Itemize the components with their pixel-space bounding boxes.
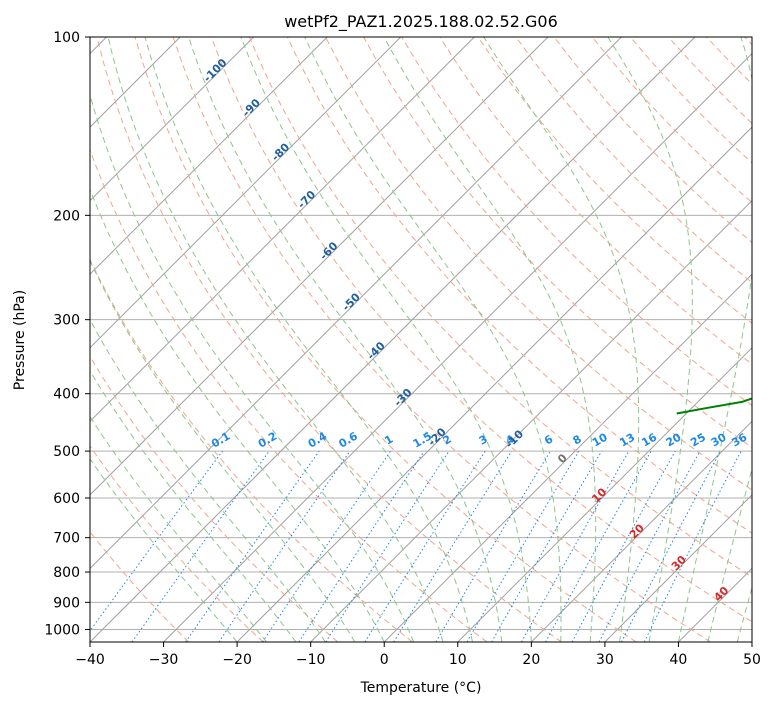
mixing-ratio-line — [185, 450, 320, 642]
dry-adiabat-line — [90, 445, 264, 642]
x-tick-label: 30 — [596, 652, 614, 668]
x-tick-label: −10 — [296, 652, 326, 668]
y-tick-label: 1000 — [44, 622, 80, 638]
isotherm-line — [530, 420, 752, 642]
dry-adiabat-line — [90, 258, 413, 642]
mixing-ratio-line — [521, 450, 630, 642]
isotherm-line — [457, 347, 752, 642]
moist-adiabat-line — [144, 37, 473, 642]
y-tick-label: 500 — [53, 444, 80, 460]
plot-area: 0.1 0.2 0.4 0.6 1 1.5 2 3 4 6 8 10 13 16 20 25 30 36-100-… — [90, 37, 752, 642]
moist-adiabat-line — [90, 458, 238, 642]
moist-adiabat-line — [383, 37, 597, 642]
moist-adiabat-line — [90, 318, 326, 642]
y-tick-label: 800 — [53, 565, 80, 581]
moist-adiabat-line — [107, 37, 444, 642]
dry-adiabat-line — [210, 37, 752, 623]
dry-adiabat-line — [248, 37, 752, 578]
mixing-ratio-lines — [90, 450, 742, 642]
y-tick-label: 900 — [53, 595, 80, 611]
x-tick-label: 0 — [380, 652, 389, 668]
moist-adiabat-line — [240, 37, 532, 642]
moist-adiabat-line — [304, 37, 562, 642]
isotherm-line — [90, 37, 475, 423]
moist-adiabat-line — [607, 37, 693, 642]
moist-adiabat-line — [707, 467, 752, 642]
y-tick-label: 600 — [53, 491, 80, 507]
isotherm-grid — [90, 37, 752, 642]
moist-adiabat-line — [90, 259, 356, 642]
moist-adiabat-line — [677, 37, 752, 642]
y-axis-label: Pressure (hPa) — [12, 290, 28, 390]
mixing-ratio-line — [393, 450, 513, 642]
dry-adiabat-line — [90, 355, 339, 642]
x-tick-label: −30 — [149, 652, 179, 668]
x-tick-label: 20 — [522, 652, 540, 668]
isobar-grid — [90, 37, 752, 630]
mixing-ratio-line — [218, 450, 351, 642]
dry-adiabat-line — [325, 37, 752, 491]
isotherm-line — [90, 37, 622, 570]
isotherm-line — [604, 494, 752, 642]
isotherm-line — [236, 126, 752, 642]
plot-frame — [89, 36, 753, 643]
mixing-ratio-line — [262, 450, 391, 642]
y-tick-label: 300 — [53, 313, 80, 329]
y-tick-label: 700 — [53, 531, 80, 547]
moist-adiabat-line — [90, 93, 415, 642]
dry-adiabat-line — [134, 37, 637, 642]
moist-adiabat-line — [483, 37, 640, 642]
x-tick-label: −40 — [75, 652, 105, 668]
dry-adiabat-line — [96, 37, 562, 642]
y-tick-label: 400 — [53, 387, 80, 403]
moist-adiabat-line — [90, 188, 385, 642]
mixing-ratio-line — [325, 450, 450, 642]
mixing-ratio-line — [90, 450, 223, 632]
mixing-ratio-line — [571, 450, 676, 642]
dry-adiabat-line — [172, 37, 712, 642]
moist-adiabat-line — [90, 415, 267, 642]
y-tick-label: 100 — [53, 30, 80, 46]
chart-title: wetPf2_PAZ1.2025.188.02.52.G06 — [284, 12, 558, 32]
x-tick-label: 10 — [449, 652, 467, 668]
isotherm-line — [90, 37, 328, 275]
x-axis-label: Temperature (°C) — [360, 680, 482, 696]
moist-adiabat-line — [188, 37, 503, 642]
dry-adiabats — [90, 37, 752, 642]
isotherm-line — [383, 273, 752, 642]
isotherm-line — [90, 37, 549, 496]
isotherm-line — [90, 37, 255, 202]
mixing-ratio-line — [298, 450, 425, 642]
isotherm-line — [163, 52, 752, 642]
mixing-ratio-line — [545, 450, 652, 642]
x-axis-ticks: −40 −30 −20 −10 0 10 20 30 40 50 — [75, 642, 761, 668]
isotherm-line — [90, 37, 402, 349]
moist-adiabat-line — [90, 369, 297, 642]
x-tick-label: −20 — [222, 652, 252, 668]
isotherm-line — [90, 37, 696, 642]
y-tick-label: 200 — [53, 208, 80, 224]
x-tick-label: 50 — [743, 652, 761, 668]
moist-adiabat-line — [736, 585, 752, 642]
dry-adiabat-line — [286, 37, 752, 534]
y-axis-ticks: 100 200 300 400 500 600 700 800 900 1000 — [44, 30, 90, 638]
mixing-ratio-line — [131, 450, 270, 642]
mixing-ratio-line — [643, 450, 742, 642]
moist-adiabats — [90, 37, 752, 642]
x-tick-label: 40 — [670, 652, 688, 668]
